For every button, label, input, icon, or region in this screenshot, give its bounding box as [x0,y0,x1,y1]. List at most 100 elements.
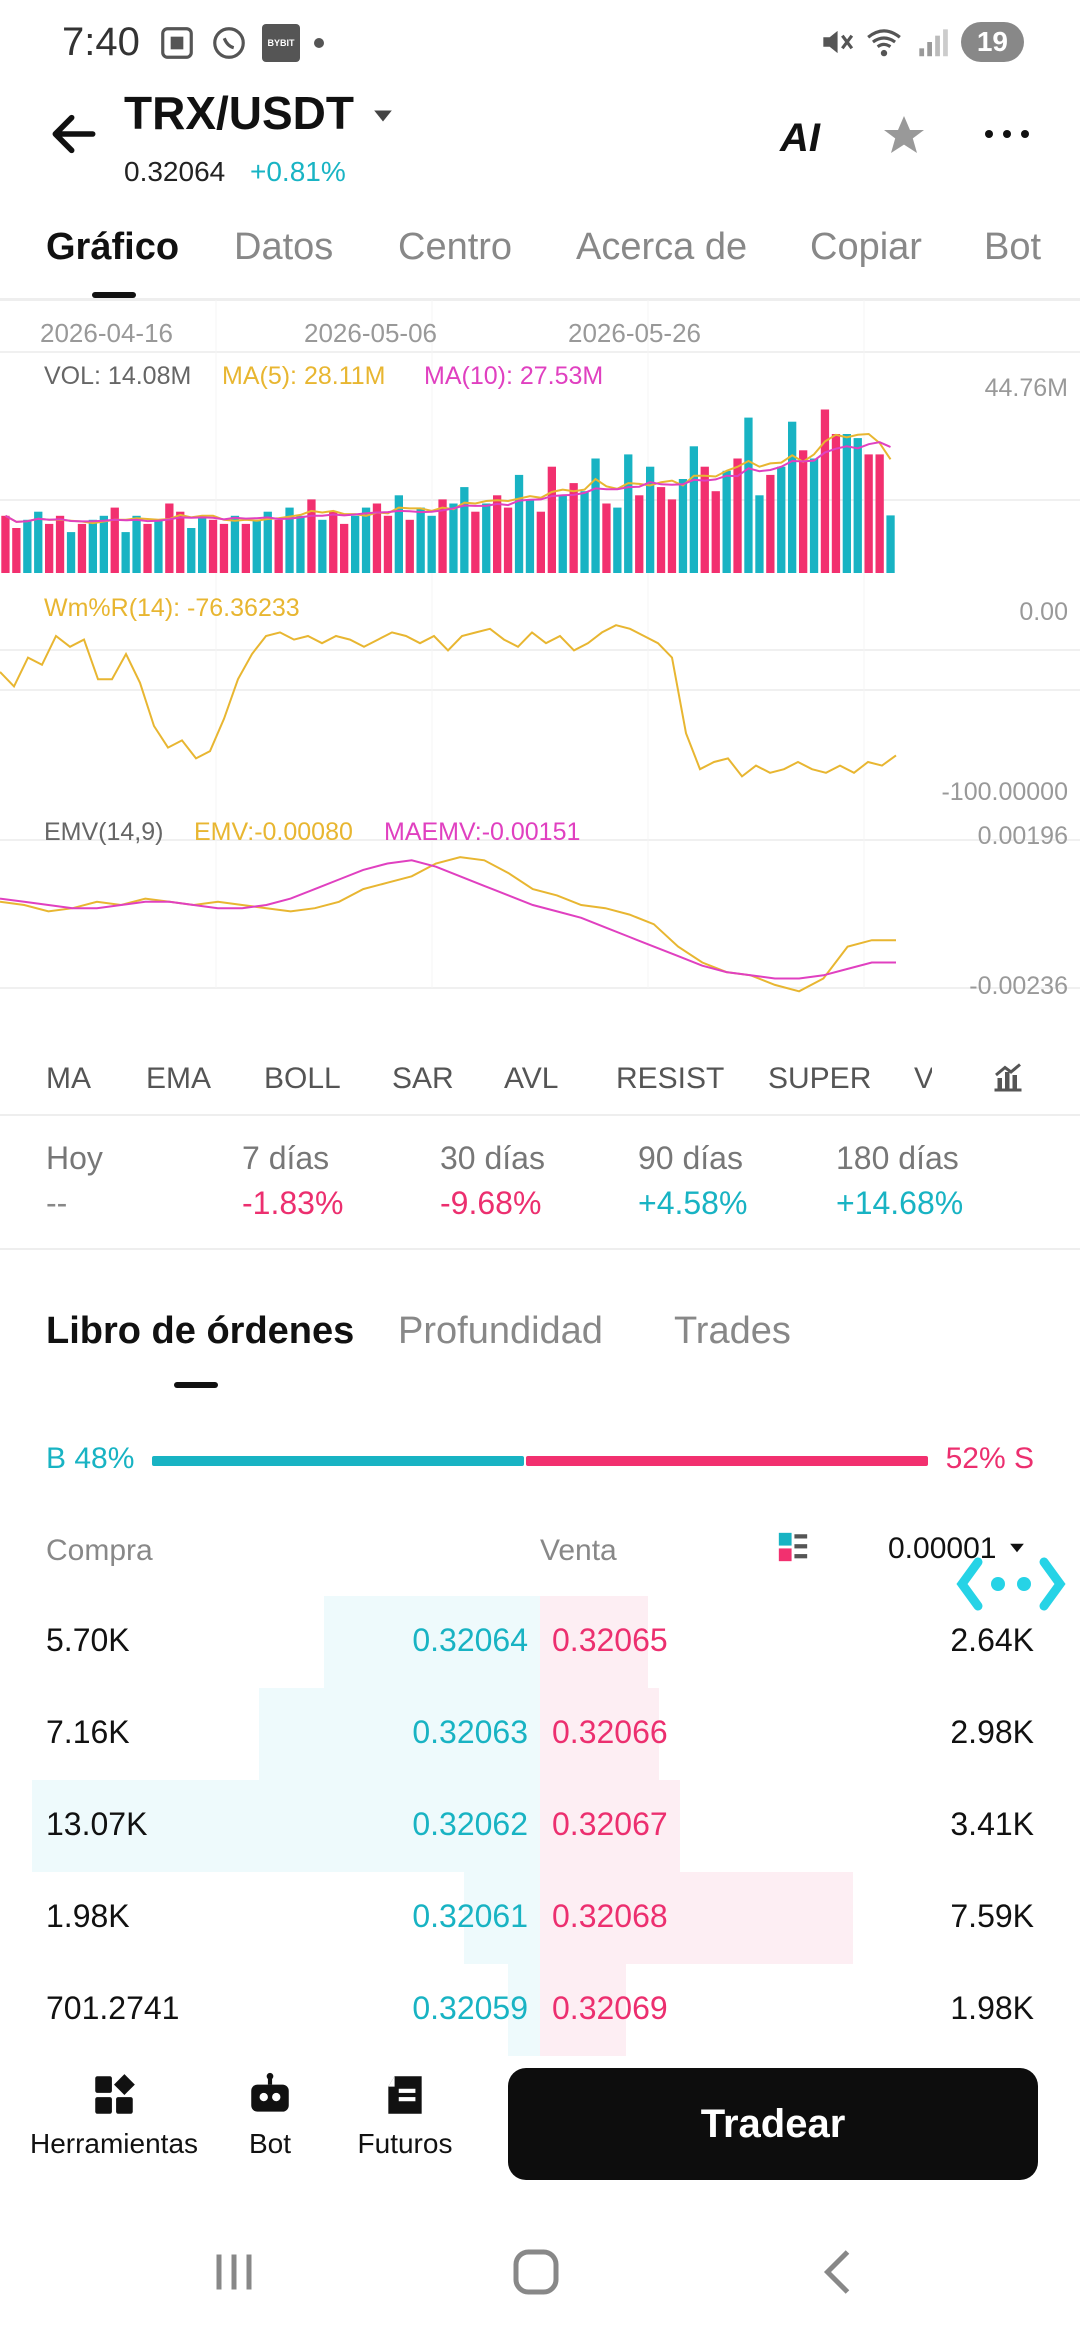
status-icons-left: BYBIT [158,24,324,62]
perf-today: Hoy -- [46,1140,103,1222]
indicator-boll[interactable]: BOLL [264,1062,341,1095]
back-nav-icon[interactable] [810,2242,870,2302]
bid-price[interactable]: 0.32062 [412,1806,528,1842]
volume-bar [296,515,305,573]
tab-datos[interactable]: Datos [234,226,334,268]
volume-bar [711,491,720,573]
volume-bar [656,487,666,573]
indicator-settings-icon[interactable] [990,1060,1026,1096]
wmr-axis-top: 0.00 [1019,598,1068,626]
bot-label: Bot [248,2128,292,2159]
volume-bar [219,523,229,573]
bid-price[interactable]: 0.32059 [412,1990,528,2026]
volume-bar [700,466,709,573]
volume-bar [536,511,545,573]
precision-dropdown-icon[interactable] [1008,1542,1026,1554]
ai-button[interactable]: AI [780,116,820,160]
trade-button[interactable]: Tradear [508,2068,1038,2180]
tab-grafico[interactable]: Gráfico [46,226,180,268]
price-chart[interactable]: 2026-04-16 2026-05-06 2026-05-26 VOL: 14… [0,300,1080,1040]
ask-depth-bar [540,1688,659,1780]
orderbook-layout-icon[interactable] [776,1530,810,1564]
tab-copiar[interactable]: Copiar [810,226,922,268]
bid-price[interactable]: 0.32064 [412,1622,528,1658]
futures-button[interactable]: Futuros [350,2060,460,2160]
indicator-ma[interactable]: MA [46,1062,91,1095]
emv-value-label: EMV:-0.00080 [194,818,353,846]
pair-title[interactable]: TRX/USDT [124,87,354,139]
bid-depth-bar [508,1964,540,2056]
battery-indicator: 19 [960,22,1024,62]
orderbook-row[interactable]: 13.07K 0.32062 0.32067 3.41K [0,1780,1080,1872]
ask-price[interactable]: 0.32067 [552,1806,668,1842]
orderbook-tab-indicator [174,1382,218,1388]
volume-bar [820,409,830,573]
perf-7d-label: 7 días [242,1140,330,1176]
bid-price[interactable]: 0.32061 [412,1898,528,1934]
ask-price[interactable]: 0.32066 [552,1714,668,1750]
orderbook-row[interactable]: 7.16K 0.32063 0.32066 2.98K [0,1688,1080,1780]
bid-price[interactable]: 0.32063 [412,1714,528,1750]
orderbook-row[interactable]: 701.2741 0.32059 0.32069 1.98K [0,1964,1080,2056]
ask-depth-bar [540,1872,853,1964]
bot-button[interactable]: Bot [230,2060,310,2160]
bid-depth-bar [32,1780,540,1872]
volume-bar [853,438,862,573]
tab-centro[interactable]: Centro [398,226,513,268]
volume-bar [558,495,567,573]
volume-bar [875,454,884,573]
back-arrow-icon[interactable] [46,106,102,162]
volume-bar [198,515,207,573]
indicator-v[interactable]: V [914,1062,932,1095]
orderbook-row[interactable]: 1.98K 0.32061 0.32068 7.59K [0,1872,1080,1964]
home-icon[interactable] [506,2242,566,2302]
tab-libro-de-ordenes[interactable]: Libro de órdenes [46,1310,355,1352]
tab-profundidad[interactable]: Profundidad [398,1310,603,1352]
indicator-avl[interactable]: AVL [504,1062,559,1095]
perf-30d-value: -9.68% [440,1185,542,1221]
bid-qty: 5.70K [46,1622,130,1658]
wifi-icon [867,29,901,57]
status-icons-right: 19 [817,22,1024,62]
indicator-super[interactable]: SUPER [768,1062,872,1095]
volume-bar [351,515,360,573]
volume-bar [241,523,250,573]
volume-bar [110,507,119,573]
volume-bar [45,523,54,573]
favorite-star-icon[interactable] [880,112,928,160]
volume-bar [689,446,698,573]
tab-bot[interactable]: Bot [984,226,1042,268]
indicator-resist[interactable]: RESIST [616,1062,725,1095]
floating-assistant-icon[interactable] [956,1554,1066,1614]
recent-apps-icon[interactable] [204,2242,264,2302]
bid-qty: 701.2741 [46,1990,180,2026]
buy-ratio-label: B 48% [46,1442,135,1475]
tools-button[interactable]: Herramientas [26,2060,202,2160]
volume-bar [263,511,272,573]
perf-30d-label: 30 días [440,1140,545,1176]
pair-dropdown-icon[interactable] [372,108,394,124]
more-options-icon[interactable] [984,126,1030,142]
tools-label: Herramientas [29,2128,199,2159]
ask-price[interactable]: 0.32065 [552,1622,668,1658]
volume-bar [187,528,196,573]
indicator-ema[interactable]: EMA [146,1062,212,1095]
volume-bar [580,491,589,573]
ask-price[interactable]: 0.32069 [552,1990,668,2026]
volume-bar [449,503,458,573]
wmr-axis-bottom: -100.00000 [941,778,1068,806]
indicator-sar[interactable]: SAR [392,1062,454,1095]
tab-acerca-de[interactable]: Acerca de [576,226,748,268]
volume-bar [646,466,655,573]
tab-trades[interactable]: Trades [674,1310,791,1352]
volume-bar [678,479,688,573]
indicator-bar: MA EMA BOLL SAR AVL RESIST SUPER V [0,1046,1080,1116]
orderbook-row[interactable]: 5.70K 0.32064 0.32065 2.64K [0,1596,1080,1688]
orderbook-tabs: Libro de órdenes Profundidad Trades [0,1300,1080,1390]
volume-bar [613,507,622,573]
ask-price[interactable]: 0.32068 [552,1898,668,1934]
volume-bar [733,458,742,573]
emv-axis-top: 0.00196 [978,822,1068,850]
volume-bar [460,487,469,573]
volume-bar [285,507,294,573]
